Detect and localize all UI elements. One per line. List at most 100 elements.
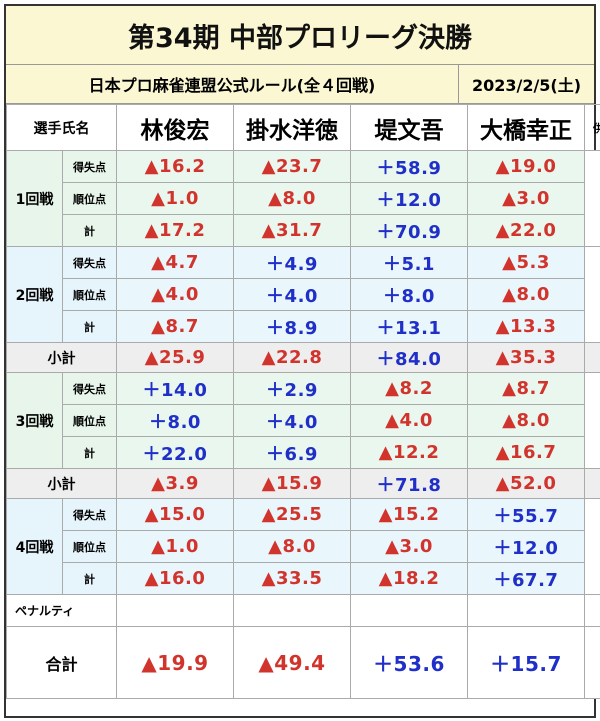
grand-total-label: 合計 [6, 626, 117, 699]
total-cell: ▲17.2 [116, 214, 234, 247]
rank-cell: ＋12.0 [350, 182, 468, 215]
subtotal-row-2: 小計 ▲3.9 ▲15.9 ＋71.8 ▲52.0 [6, 468, 600, 499]
subtotal-cell: ▲52.0 [467, 468, 585, 499]
row-label-rank: 順位点 [62, 404, 117, 437]
total-cell: ＋67.7 [467, 562, 585, 595]
deposit-cell [584, 626, 600, 699]
subtotal-cell: ▲22.8 [233, 342, 351, 373]
total-cell: ▲16.7 [467, 436, 585, 469]
rank-cell: ＋12.0 [467, 530, 585, 563]
rank-cell: ▲3.0 [467, 182, 585, 215]
row-label-total: 計 [62, 214, 117, 247]
player-name: 林俊宏 [116, 104, 234, 151]
grand-total-row: 合計 ▲19.9 ▲49.4 ＋53.6 ＋15.7 [6, 626, 600, 699]
penalty-cell [350, 594, 468, 627]
total-cell: ▲33.5 [233, 562, 351, 595]
row-label-rank: 順位点 [62, 278, 117, 311]
date-label: 2023/2/5(土) [471, 76, 582, 95]
row-label-score: 得失点 [62, 498, 117, 531]
score-cell: ＋55.7 [467, 498, 585, 531]
score-cell: ▲15.0 [116, 498, 234, 531]
page-title: 第34期 中部プロリーグ決勝 [6, 6, 594, 65]
score-table: 選手氏名 林俊宏 掛水洋徳 堤文吾 大橋幸正 供託 1回戦 得失点 ▲16.2 … [6, 104, 600, 699]
deposit-cell [584, 342, 600, 373]
grand-total-cell: ▲19.9 [116, 626, 234, 699]
total-cell: ▲18.2 [350, 562, 468, 595]
round-2-total-row: 計 ▲8.7 ＋8.9 ＋13.1 ▲13.3 [7, 310, 600, 343]
subtotal-cell: ▲3.9 [116, 468, 234, 499]
rank-cell: ＋8.0 [116, 404, 234, 437]
subtotal-cell: ＋71.8 [350, 468, 468, 499]
round-2-rank-row: 順位点 ▲4.0 ＋4.0 ＋8.0 ▲8.0 [7, 278, 600, 311]
penalty-row: ペナルティ [6, 594, 600, 627]
rank-cell: ▲1.0 [116, 530, 234, 563]
subtotal-label: 小計 [6, 468, 117, 499]
total-cell: ▲13.3 [467, 310, 585, 343]
score-cell: ＋4.9 [233, 246, 351, 279]
rank-cell: ▲4.0 [350, 404, 468, 437]
total-cell: ▲12.2 [350, 436, 468, 469]
total-cell: ▲16.0 [116, 562, 234, 595]
subtotal-cell: ▲35.3 [467, 342, 585, 373]
row-label-rank: 順位点 [62, 530, 117, 563]
rank-cell: ＋8.0 [350, 278, 468, 311]
round-label: 3回戦 [6, 372, 63, 469]
subtotal-label: 小計 [6, 342, 117, 373]
deposit-header: 供託 [584, 104, 600, 151]
row-label-total: 計 [62, 436, 117, 469]
score-cell: ＋5.1 [350, 246, 468, 279]
round-4-score-row: 4回戦 得失点 ▲15.0 ▲25.5 ▲15.2 ＋55.7 [6, 498, 600, 595]
round-1-total-row: 計 ▲17.2 ▲31.7 ＋70.9 ▲22.0 [7, 214, 600, 247]
round-4-rank-row: 順位点 ▲1.0 ▲8.0 ▲3.0 ＋12.0 [7, 530, 600, 563]
rank-cell: ＋4.0 [233, 404, 351, 437]
score-cell: ▲5.3 [467, 246, 585, 279]
score-cell: ▲23.7 [233, 150, 351, 183]
player-name-header: 選手氏名 [6, 104, 117, 151]
penalty-cell [116, 594, 234, 627]
rank-cell: ▲8.0 [467, 278, 585, 311]
penalty-cell [467, 594, 585, 627]
deposit-cell [584, 594, 600, 627]
rank-cell: ▲3.0 [350, 530, 468, 563]
score-cell: ▲15.2 [350, 498, 468, 531]
row-label-rank: 順位点 [62, 182, 117, 215]
row-label-score: 得失点 [62, 246, 117, 279]
round-3-score-row: 3回戦 得失点 ＋14.0 ＋2.9 ▲8.2 ▲8.7 [6, 372, 600, 469]
rank-cell: ＋4.0 [233, 278, 351, 311]
player-name: 堤文吾 [350, 104, 468, 151]
subheader: 日本プロ麻雀連盟公式ルール(全４回戦) 2023/2/5(土) [6, 65, 594, 104]
header-row: 選手氏名 林俊宏 掛水洋徳 堤文吾 大橋幸正 供託 [6, 104, 600, 151]
round-3-total-row: 計 ＋22.0 ＋6.9 ▲12.2 ▲16.7 [7, 436, 600, 469]
rank-cell: ▲8.0 [467, 404, 585, 437]
penalty-label: ペナルティ [6, 594, 117, 627]
score-cell: ＋58.9 [350, 150, 468, 183]
round-4-total-row: 計 ▲16.0 ▲33.5 ▲18.2 ＋67.7 [7, 562, 600, 595]
row-label-score: 得失点 [62, 372, 117, 405]
total-cell: ▲22.0 [467, 214, 585, 247]
total-cell: ▲31.7 [233, 214, 351, 247]
row-label-total: 計 [62, 310, 117, 343]
grand-total-cell: ▲49.4 [233, 626, 351, 699]
score-cell: ▲16.2 [116, 150, 234, 183]
round-label: 4回戦 [6, 498, 63, 595]
round-3-rank-row: 順位点 ＋8.0 ＋4.0 ▲4.0 ▲8.0 [7, 404, 600, 437]
round-1-score-row: 1回戦 得失点 ▲16.2 ▲23.7 ＋58.9 ▲19.0 [6, 150, 600, 247]
deposit-cell [584, 150, 600, 247]
total-cell: ＋13.1 [350, 310, 468, 343]
score-cell: ▲8.7 [467, 372, 585, 405]
total-cell: ＋6.9 [233, 436, 351, 469]
subtotal-cell: ▲25.9 [116, 342, 234, 373]
round-label: 1回戦 [6, 150, 63, 247]
deposit-cell [584, 246, 600, 343]
rules-label: 日本プロ麻雀連盟公式ルール(全４回戦) [6, 65, 459, 103]
row-label-score: 得失点 [62, 150, 117, 183]
total-cell: ＋8.9 [233, 310, 351, 343]
score-cell: ＋2.9 [233, 372, 351, 405]
deposit-cell [584, 468, 600, 499]
subtotal-cell: ▲15.9 [233, 468, 351, 499]
subtotal-cell: ＋84.0 [350, 342, 468, 373]
total-cell: ＋22.0 [116, 436, 234, 469]
round-1-rank-row: 順位点 ▲1.0 ▲8.0 ＋12.0 ▲3.0 [7, 182, 600, 215]
deposit-cell [584, 498, 600, 595]
round-label: 2回戦 [6, 246, 63, 343]
